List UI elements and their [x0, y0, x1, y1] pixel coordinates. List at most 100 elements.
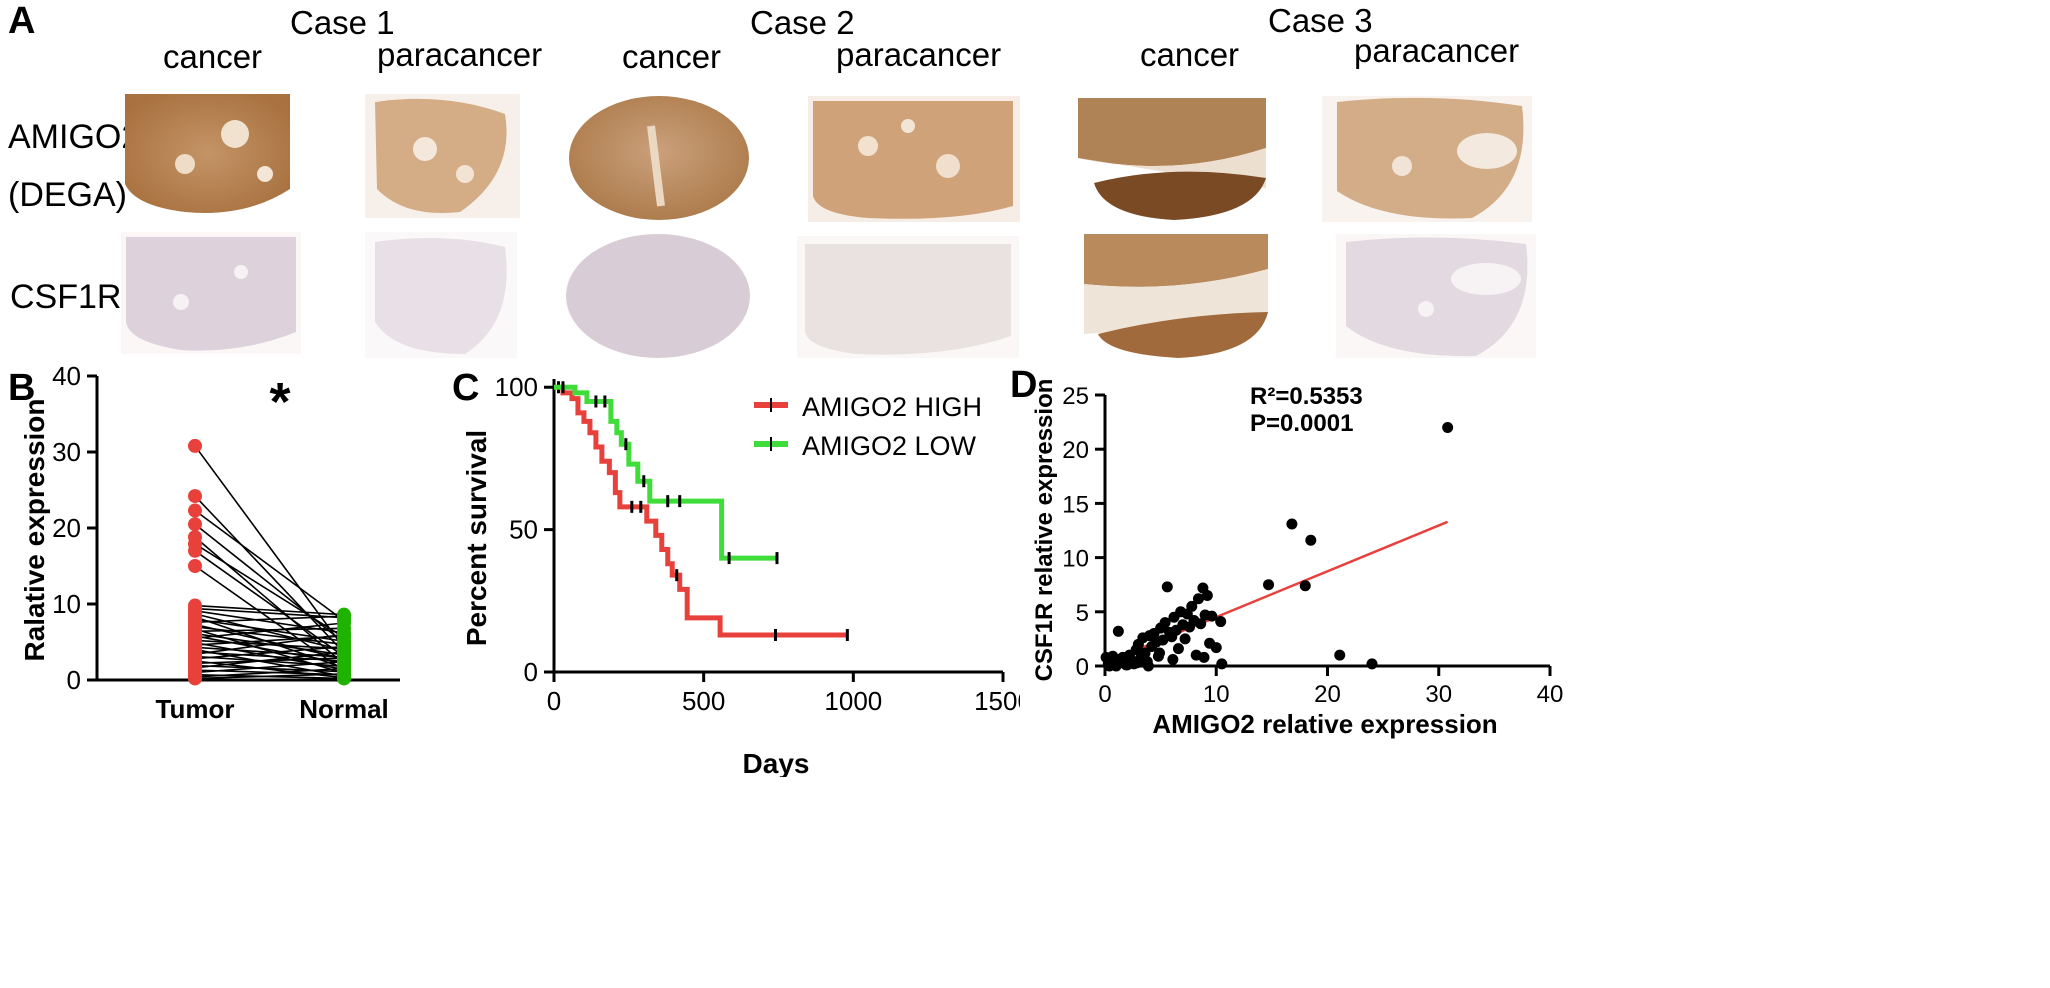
- panel-d-point: [1142, 660, 1154, 672]
- panel-c-legend: AMIGO2 HIGH AMIGO2 LOW: [754, 392, 982, 461]
- panel-d-x-axis-label: AMIGO2 relative expression: [1152, 709, 1497, 739]
- panel-b-normal-point: [337, 666, 351, 681]
- panel-d-point: [1215, 616, 1227, 628]
- panel-b-tumor-point: [188, 671, 202, 686]
- panel-c-x-axis-label: Days: [743, 748, 810, 777]
- case-2-paracancer-label: paracancer: [836, 36, 1002, 73]
- survival-curve-low: [554, 384, 778, 561]
- panel-b-significance-marker: *: [269, 372, 290, 432]
- panel-d-point: [1263, 579, 1275, 591]
- panel-b-label: B: [8, 367, 35, 409]
- panel-d-point: [1186, 600, 1198, 612]
- panel-b-pair-line: [194, 445, 345, 649]
- panel-b-axes: 0 10 20 30 40: [52, 362, 400, 695]
- panel-b-pair-line: [194, 622, 345, 639]
- panel-b-tumor-label: Tumor: [156, 694, 235, 724]
- panel-d-point: [1192, 593, 1204, 605]
- panel-b-pair-line: [194, 615, 345, 624]
- panel-b-tumor-point: [188, 438, 202, 453]
- panel-d-r2-stat: R²=0.5353: [1250, 383, 1363, 410]
- panel-b-pair-line: [194, 613, 345, 652]
- panel-c-y-axis-label: Percent survival: [461, 430, 492, 646]
- panel-d-points: [1100, 422, 1454, 672]
- panel-b-pair-lines: [194, 445, 345, 680]
- ihc-case2-cancer-amigo2: [569, 96, 749, 220]
- panel-d-point: [1305, 534, 1317, 546]
- csf1r-row-label: CSF1R: [10, 278, 122, 316]
- panel-d-point: [1334, 649, 1346, 661]
- panel-a-label: A: [8, 0, 36, 42]
- panel-d-x-tick-label: 0: [1098, 681, 1111, 708]
- panel-c-y-tick-label: 50: [509, 515, 538, 545]
- survival-curve-high: [554, 384, 848, 638]
- panel-d-y-tick-label: 0: [1076, 654, 1089, 681]
- panel-d-point: [1210, 642, 1222, 654]
- panel-d-y-tick-label: 5: [1076, 600, 1089, 627]
- panel-d-x-tick-label: 20: [1314, 681, 1341, 708]
- panel-b-normal-point: [337, 616, 351, 630]
- panel-d-point: [1201, 590, 1213, 602]
- panel-c-axes: 050100050010001500: [495, 372, 1020, 716]
- panel-d-point: [1157, 634, 1169, 646]
- panel-c-curves: [554, 381, 849, 641]
- panel-c-x-tick-label: 0: [547, 686, 561, 716]
- panel-d-point: [1120, 659, 1132, 671]
- panel-d-x-tick-label: 10: [1203, 681, 1230, 708]
- ihc-case1-paracancer-csf1r: [365, 232, 517, 358]
- panel-b-pair-line: [194, 536, 345, 665]
- panel-c-label: C: [452, 367, 479, 409]
- panel-d-point: [1286, 518, 1298, 530]
- panel-d-x-tick-label: 30: [1425, 681, 1452, 708]
- panel-b-y-axis-label: Ralative expression: [19, 398, 50, 661]
- legend-low-label: AMIGO2 LOW: [802, 431, 977, 461]
- panel-d-y-tick-label: 25: [1062, 383, 1089, 410]
- ihc-case3-paracancer-csf1r: [1336, 234, 1536, 358]
- panel-b-pair-line: [194, 633, 345, 655]
- panel-d-point: [1206, 610, 1218, 622]
- panel-b-pair-line: [194, 660, 345, 674]
- panel-b-pair-line: [194, 651, 345, 669]
- ihc-case2-paracancer-amigo2: [808, 96, 1020, 222]
- case-3-heading: Case 3: [1268, 2, 1373, 39]
- ihc-case3-cancer-amigo2: [1078, 98, 1266, 220]
- panel-b-pair-line: [194, 509, 345, 622]
- panel-b-normal-label: Normal: [299, 694, 389, 724]
- panel-c-x-tick-label: 500: [682, 686, 725, 716]
- panel-c-x-tick-label: 1500: [974, 686, 1020, 716]
- panel-d-point: [1110, 660, 1122, 672]
- panel-b-tumor-point: [188, 489, 202, 504]
- panel-b-tumor-point: [188, 543, 202, 558]
- panel-b-pair-line: [194, 604, 345, 616]
- amigo2-row-label: AMIGO2 (DEGA): [8, 108, 140, 224]
- panel-b-tumor-point: [188, 517, 202, 532]
- panel-d-y-axis-label: CSF1R relative expression: [1031, 379, 1058, 682]
- panel-d-point: [1442, 422, 1454, 434]
- panel-b-y-tick-label: 0: [67, 665, 81, 695]
- case-2-cancer-label: cancer: [622, 38, 722, 75]
- panel-d-point: [1159, 617, 1171, 629]
- panel-d-x-tick-label: 40: [1537, 681, 1564, 708]
- ihc-case1-paracancer-amigo2: [365, 94, 520, 218]
- panel-b-y-tick-label: 10: [52, 589, 81, 619]
- case-3-paracancer-label: paracancer: [1354, 32, 1520, 69]
- case-3-cancer-label: cancer: [1140, 36, 1240, 73]
- panel-d-point: [1161, 581, 1173, 593]
- panel-b-normal-point: [337, 627, 351, 642]
- case-1-cancer-label: cancer: [163, 38, 263, 75]
- panel-d-point: [1112, 625, 1124, 637]
- panel-d-point: [1195, 618, 1207, 630]
- panel-b-y-tick-label: 20: [52, 513, 81, 543]
- panel-d-point: [1366, 658, 1378, 670]
- panel-d-correlation-plot: D CSF1R relative expression AMIGO2 relat…: [1010, 364, 1564, 739]
- ihc-case1-cancer-csf1r: [121, 232, 301, 354]
- panel-d-label: D: [1010, 364, 1037, 406]
- ihc-case2-cancer-csf1r: [566, 234, 750, 358]
- panel-b-pair-line: [194, 626, 345, 646]
- panel-b-pair-line: [194, 495, 345, 654]
- amigo2-row-label-line1: AMIGO2: [8, 118, 141, 156]
- panel-d-point: [1198, 651, 1210, 663]
- panel-d-point: [1299, 580, 1311, 592]
- panel-d-point: [1154, 647, 1166, 659]
